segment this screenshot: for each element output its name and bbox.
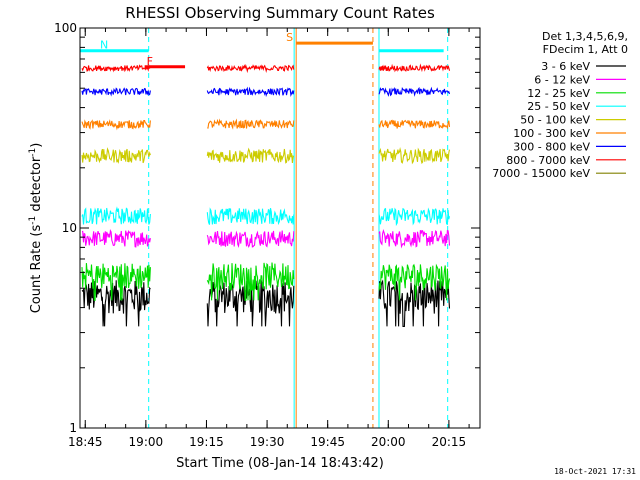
legend: Det 1,3,4,5,6,9, FDecim 1, Att 0 3 - 6 k… [492,30,628,180]
legend-entry-label: 300 - 800 keV [513,140,590,153]
chart-title: RHESSI Observing Summary Count Rates [125,4,435,22]
series-line-5-seg-0 [81,119,151,131]
series-line-6-seg-1 [206,86,295,98]
legend-entry-label: 800 - 7000 keV [506,154,590,167]
series-line-6-seg-0 [81,87,151,97]
y-axis-label: Count Rate (s-1 detector-1) [28,143,44,314]
legend-header-line1: Det 1,3,4,5,6,9, [542,30,628,43]
series-line-7-seg-2 [378,63,451,73]
series-line-4-seg-2 [378,147,451,165]
series-line-5-seg-2 [378,119,451,130]
y-tick-label: 10 [62,221,77,235]
series-line-5-seg-1 [207,118,295,130]
x-tick-label: 19:15 [189,435,224,449]
x-tick-label: 18:45 [68,435,103,449]
legend-entry-label: 25 - 50 keV [527,100,590,113]
x-tick-label: 20:15 [432,435,467,449]
x-axis: 18:45 19:00 19:15 19:30 19:45 20:00 20:15 [68,28,470,449]
legend-entry-label: 50 - 100 keV [520,114,590,127]
legend-header-line2: FDecim 1, Att 0 [543,43,628,56]
plot-frame [79,27,481,429]
x-axis-label: Start Time (08-Jan-14 18:43:42) [176,456,384,471]
legend-entry-label: 100 - 300 keV [513,127,590,140]
series-line-4-seg-0 [81,147,151,165]
series-line-4-seg-1 [206,147,295,164]
series-line-6-seg-2 [378,86,451,97]
legend-entry-label: 7000 - 15000 keV [492,167,590,180]
series-line-7-seg-0 [81,64,151,73]
state-flag-F: F [147,55,153,68]
series-line-3-seg-0 [81,206,151,225]
y-tick-label: 1 [69,421,77,435]
plot-area: N F S [79,28,451,428]
series-line-2-seg-0 [81,263,151,301]
series-line-1-seg-0 [81,228,151,248]
state-flag-N: N [100,39,108,52]
series-line-3-seg-1 [206,207,295,226]
series-line-2-seg-1 [206,262,295,301]
legend-entry-label: 12 - 25 keV [527,87,590,100]
series-line-0-seg-0 [81,280,151,327]
series-line-1-seg-2 [378,229,451,249]
y-axis: 1 10 100 [54,21,480,435]
legend-entry-label: 6 - 12 keV [534,73,590,86]
series-line-0-seg-1 [206,280,295,327]
series-line-0-seg-2 [378,279,451,327]
state-flag-S: S [286,31,293,44]
series-line-7-seg-1 [206,63,295,74]
generation-timestamp: 18-Oct-2021 17:31 [554,467,636,476]
series-line-1-seg-1 [206,230,295,248]
x-tick-label: 19:00 [129,435,164,449]
series-line-2-seg-2 [378,263,451,301]
legend-entry-label: 3 - 6 keV [541,60,590,73]
x-tick-label: 19:30 [250,435,285,449]
x-tick-label: 20:00 [371,435,406,449]
x-tick-label: 19:45 [310,435,345,449]
y-tick-label: 100 [54,21,77,35]
series-line-3-seg-2 [378,207,451,227]
